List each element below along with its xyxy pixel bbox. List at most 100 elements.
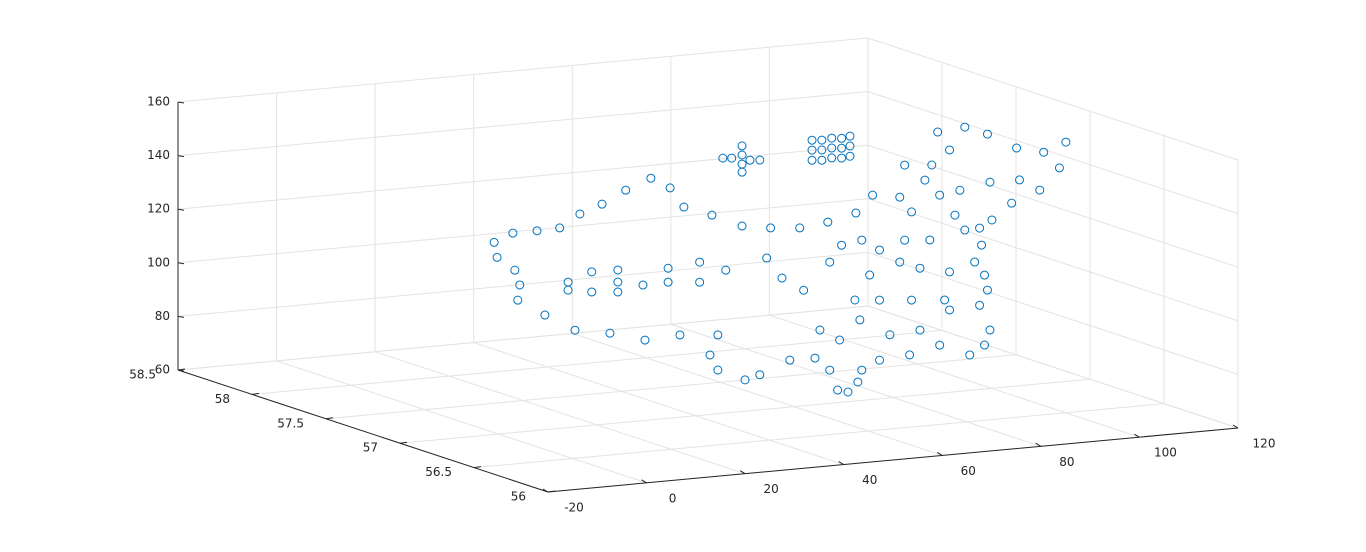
y-tick-label: 58 [215,392,230,406]
grid-line [177,251,869,317]
point [640,335,650,345]
grid-line [177,37,869,103]
point [985,177,995,187]
point [737,141,747,151]
y-tick [399,441,408,444]
point [597,199,607,209]
y-tick [325,417,334,420]
point [955,185,965,195]
point [900,235,910,245]
z-tick [177,315,185,318]
point [900,160,910,170]
point [843,387,853,397]
point [705,350,715,360]
point [740,375,750,385]
point [755,370,765,380]
point [695,277,705,287]
grid-line [473,403,1165,469]
point [837,153,847,163]
point [815,325,825,335]
point [707,210,717,220]
point [745,155,755,165]
point [1007,198,1017,208]
point [621,185,631,195]
point [823,217,833,227]
point [613,265,623,275]
point [935,190,945,200]
z-tick [177,208,185,211]
point [755,155,765,165]
point [825,365,835,375]
point [807,145,817,155]
grid-line [399,378,1091,444]
y-tick [177,368,186,371]
point [851,208,861,218]
point [587,267,597,277]
point [915,263,925,273]
point [727,153,737,163]
point [845,141,855,151]
y-tick-label: 56 [511,490,526,504]
x-tick-label: 40 [862,473,877,487]
point [713,365,723,375]
y-tick-label: 56.5 [425,465,452,479]
x-tick-label: -20 [564,501,584,515]
point [508,228,518,238]
point [587,287,597,297]
point [845,151,855,161]
point [827,153,837,163]
point [807,135,817,145]
x-tick-label: 60 [961,464,976,478]
point [810,353,820,363]
x-tick [1035,442,1042,447]
point [907,207,917,217]
x-tick [937,451,943,456]
point [555,223,565,233]
point [737,221,747,231]
grid-line [867,37,1239,161]
y-tick [547,490,556,493]
point [737,150,747,160]
point [646,173,656,183]
y-tick-label: 57 [363,441,378,455]
grid-line [177,305,869,371]
x-tick [838,461,844,466]
point [762,253,772,263]
point [895,192,905,202]
x-tick [1232,424,1239,429]
point [1035,185,1045,195]
point [925,235,935,245]
point [613,287,623,297]
point [785,355,795,365]
point [718,153,728,163]
point [915,325,925,335]
point [807,155,817,165]
point [945,305,955,315]
point [675,330,685,340]
z-tick-label: 140 [147,148,170,162]
point [795,223,805,233]
point [510,265,520,275]
point [980,270,990,280]
point [985,325,995,335]
point [907,295,917,305]
point [933,127,943,137]
point [695,257,705,267]
grid-line [867,305,1239,429]
x-tick [641,479,647,484]
point [865,270,875,280]
point [857,365,867,375]
point [875,355,885,365]
grid-line [867,251,1239,375]
point [950,210,960,220]
point [837,143,847,153]
point [975,223,985,233]
z-tick-label: 60 [155,363,170,377]
point [833,385,843,395]
grid-line [572,332,943,456]
point [945,267,955,277]
grid-line [374,351,746,475]
point [850,295,860,305]
grid-line [177,91,869,157]
